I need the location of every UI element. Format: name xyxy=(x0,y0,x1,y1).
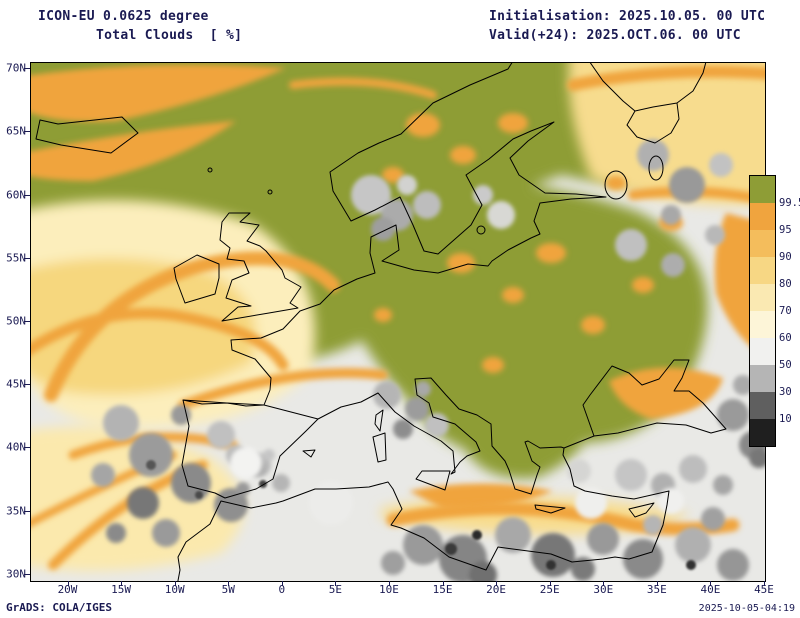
x-axis-tick-label: 10E xyxy=(379,583,399,596)
y-axis-tick xyxy=(24,510,30,512)
x-axis-tick xyxy=(335,581,337,586)
y-axis-tick xyxy=(24,194,30,196)
y-axis-tick xyxy=(24,131,30,133)
y-axis-tick-label: 50N xyxy=(6,314,26,328)
x-axis-tick xyxy=(281,581,283,586)
colorbar-band xyxy=(750,284,775,311)
colorbar-level-label: 80 xyxy=(779,278,792,290)
grads-credit-label: GrADS: COLA/IGES xyxy=(6,601,112,614)
valid-time-label: Valid(+24): 2025.OCT.06. 00 UTC xyxy=(489,28,741,43)
x-axis-tick xyxy=(656,581,658,586)
colorbar-band xyxy=(750,176,775,203)
broken-cloud-gray-field xyxy=(91,139,765,581)
y-axis-tick xyxy=(24,573,30,575)
x-axis-tick xyxy=(228,581,230,586)
x-axis-tick-label: 15E xyxy=(432,583,453,596)
x-axis-tick xyxy=(442,581,444,586)
colorbar-level-label: 90 xyxy=(779,251,792,263)
x-axis-tick xyxy=(67,581,69,586)
colorbar-level-label: 99.5 xyxy=(779,197,800,209)
colorbar-band xyxy=(750,338,775,365)
y-axis-tick xyxy=(24,447,30,449)
y-axis-tick xyxy=(24,384,30,386)
x-axis-tick xyxy=(549,581,551,586)
y-axis-tick-label: 30N xyxy=(6,567,26,581)
y-axis-tick-label: 55N xyxy=(6,251,26,265)
y-axis-tick xyxy=(24,321,30,322)
y-axis-tick-label: 60N xyxy=(6,188,26,202)
x-axis-tick-label: 20E xyxy=(486,583,507,596)
x-axis-tick-label: 15W xyxy=(111,583,132,596)
colorbar-level-label: 50 xyxy=(779,359,792,371)
field-title: Total Clouds [ %] xyxy=(96,28,243,43)
x-axis-tick xyxy=(603,581,605,586)
init-time-label: Initialisation: 2025.10.05. 00 UTC xyxy=(489,9,766,24)
x-axis-tick-label: 40E xyxy=(700,583,721,596)
title-block-left: ICON-EU 0.0625 degree Total Clouds [ %] xyxy=(38,7,242,45)
x-axis-tick xyxy=(496,581,498,586)
colorbar-band xyxy=(750,257,775,284)
colorbar-level-label: 70 xyxy=(779,305,792,317)
y-axis-tick-label: 40N xyxy=(6,440,26,454)
colorbar-band xyxy=(750,365,775,392)
y-axis-tick xyxy=(24,68,30,70)
y-axis-tick-label: 45N xyxy=(6,377,26,391)
colorbar-band xyxy=(750,311,775,338)
y-axis-tick-label: 70N xyxy=(6,61,26,75)
x-axis-tick-label: 5E xyxy=(328,583,342,596)
coastlines xyxy=(35,63,727,581)
x-axis-tick xyxy=(388,581,390,586)
x-axis-tick xyxy=(710,581,712,586)
creation-timestamp: 2025-10-05-04:19 xyxy=(698,603,795,614)
x-axis-tick xyxy=(764,581,765,586)
colorbar-band xyxy=(750,230,775,257)
colorbar-level-label: 95 xyxy=(779,224,792,236)
y-axis-tick-label: 35N xyxy=(6,504,26,517)
x-axis-tick-label: 10W xyxy=(164,583,185,596)
colorbar-band xyxy=(750,419,775,446)
x-axis-tick xyxy=(174,581,176,586)
colorbar-level-label: 60 xyxy=(779,332,792,344)
x-axis-tick-label: 35E xyxy=(646,583,667,596)
colorbar-frame xyxy=(749,175,776,447)
map-plot-area xyxy=(30,62,766,582)
x-axis-tick-label: 25E xyxy=(539,583,560,596)
model-title: ICON-EU 0.0625 degree xyxy=(38,9,209,24)
colorbar-band xyxy=(750,203,775,230)
y-axis-tick xyxy=(24,257,30,259)
colorbar-level-label: 30 xyxy=(779,386,792,398)
colorbar-band xyxy=(750,392,775,419)
cloud-cover-map xyxy=(31,63,765,581)
x-axis-tick-label: 45E xyxy=(754,583,774,596)
x-axis-tick-label: 5W xyxy=(221,583,235,596)
y-axis-tick-label: 65N xyxy=(6,124,26,138)
x-axis-tick xyxy=(121,581,123,586)
title-block-right: Initialisation: 2025.10.05. 00 UTC Valid… xyxy=(489,7,765,45)
clear-patch-field xyxy=(230,447,684,525)
x-axis-tick-label: 0 xyxy=(278,583,286,596)
x-axis-tick-label: 20W xyxy=(57,583,78,596)
colorbar-level-label: 10 xyxy=(779,413,792,425)
x-axis-tick-label: 30E xyxy=(593,583,614,596)
